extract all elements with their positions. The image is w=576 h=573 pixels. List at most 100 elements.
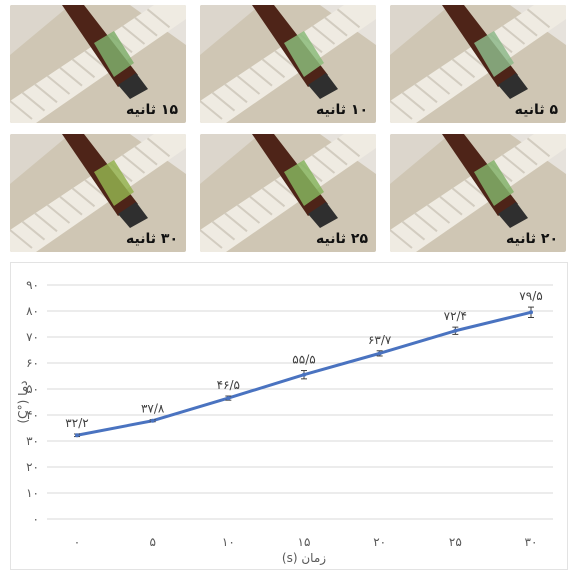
data-point <box>302 372 306 377</box>
fabric-weave <box>134 16 158 37</box>
fabric-weave <box>236 75 261 95</box>
photo-25s: ۲۵ ثانیه <box>200 134 376 252</box>
fabric-weave <box>224 212 248 233</box>
fabric-weave <box>501 154 526 174</box>
y-tick-label: ۹۰ <box>26 278 39 292</box>
fabric-weave <box>426 204 451 224</box>
data-label: ۶۳/۷ <box>368 333 392 347</box>
fabric-weave <box>200 100 223 120</box>
x-tick-label: ۳۰ <box>525 535 538 549</box>
fabric-weave <box>414 83 438 104</box>
fabric-weave <box>514 145 538 166</box>
fabric-weave <box>261 187 286 208</box>
fabric-weave <box>10 229 33 249</box>
fabric-weave <box>401 220 426 241</box>
data-point <box>150 418 155 423</box>
fabric-weave <box>451 187 476 208</box>
tube-cap <box>118 202 148 228</box>
tube-cap <box>498 202 528 228</box>
white-board-left <box>390 134 450 184</box>
x-tick-label: ۱۵ <box>298 535 311 549</box>
fabric-weave <box>10 100 33 120</box>
data-label: ۴۶/۵ <box>217 378 240 392</box>
white-board-left <box>200 134 260 184</box>
fabric-weave <box>336 8 361 29</box>
fabric-weave <box>121 154 146 174</box>
fabric-strip <box>200 134 376 252</box>
y-tick-label: ۵۰ <box>26 382 39 396</box>
y-tick-label: ۸۰ <box>26 304 39 318</box>
photo-caption: ۳۰ ثانیه <box>126 231 178 247</box>
data-label: ۷۹/۵ <box>519 289 542 303</box>
photo-20s: ۲۰ ثانیه <box>390 134 566 252</box>
photo-caption: ۱۵ ثانیه <box>126 102 178 118</box>
fabric-weave <box>46 75 71 95</box>
fabric-strip <box>390 5 566 123</box>
fabric-weave <box>34 83 58 104</box>
white-board-left <box>10 134 70 184</box>
white-board-left <box>390 5 450 55</box>
x-tick-label: ۵ <box>149 535 155 549</box>
photo-caption: ۵ ثانیه <box>514 102 558 118</box>
fabric-weave <box>34 212 58 233</box>
fabric-weave <box>84 179 108 199</box>
fabric-weave <box>336 137 361 158</box>
fabric-weave <box>526 8 551 29</box>
fabric-weave <box>236 204 261 224</box>
fabric-strip <box>390 134 566 252</box>
photo-caption: ۱۰ ثانیه <box>316 102 368 118</box>
fabric-weave <box>71 58 96 79</box>
experiment-photo <box>200 5 376 123</box>
data-label: ۷۲/۴ <box>444 309 467 323</box>
fabric-weave <box>261 58 286 79</box>
y-tick-label: ۲۰ <box>26 460 39 474</box>
fabric-strip <box>10 5 186 123</box>
fabric-weave <box>311 154 336 174</box>
fabric-strip <box>10 134 186 252</box>
fabric-weave <box>426 75 451 95</box>
fabric-weave <box>439 195 463 216</box>
experiment-photo <box>390 134 566 252</box>
y-tick-label: ۳۰ <box>26 434 39 448</box>
experiment-photo <box>390 5 566 123</box>
fabric-weave <box>311 25 336 45</box>
fabric-weave <box>59 195 83 216</box>
fabric-weave <box>401 91 426 112</box>
fabric-weave <box>71 187 96 208</box>
fabric-weave <box>514 16 538 37</box>
fabric-weave <box>134 145 158 166</box>
tube-cap <box>308 202 338 228</box>
fabric-weave <box>146 8 171 29</box>
photo-caption: ۲۰ ثانیه <box>506 231 558 247</box>
x-tick-label: ۱۰ <box>222 535 235 549</box>
data-point <box>377 351 382 356</box>
fabric-weave <box>146 137 171 158</box>
sample-patch <box>284 160 324 206</box>
data-point <box>226 396 231 401</box>
data-point <box>453 328 458 333</box>
tube-cap <box>498 73 528 99</box>
sample-patch <box>94 31 134 77</box>
photo-10s: ۱۰ ثانیه <box>200 5 376 123</box>
fabric-weave <box>526 137 551 158</box>
photo-30s: ۳۰ ثانیه <box>10 134 186 252</box>
y-tick-label: ۶۰ <box>26 356 39 370</box>
fabric-weave <box>249 195 273 216</box>
fabric-weave <box>274 179 298 199</box>
fabric-weave <box>390 229 413 249</box>
fabric-weave <box>390 100 413 120</box>
tube-cap <box>308 73 338 99</box>
fabric-weave <box>249 66 273 87</box>
y-tick-label: ۱۰ <box>26 486 39 500</box>
x-tick-label: ۲۰ <box>373 535 386 549</box>
fabric-weave <box>501 25 526 45</box>
experiment-photo <box>10 5 186 123</box>
fabric-weave <box>464 50 488 70</box>
fabric-weave <box>211 220 236 241</box>
data-label: ۳۲/۲ <box>65 416 88 430</box>
fabric-weave <box>324 16 348 37</box>
fabric-weave <box>59 66 83 87</box>
temperature-chart: ۰ ۱۰ ۲۰ ۳۰ ۴۰ ۵۰ ۶۰ ۷۰ ۸۰ ۹۰ ۰ ۵ ۱۰ ۱۵ ۲۰ ۲۵ ۳۰ زمان (s) د… <box>10 262 568 570</box>
x-tick-label: ۲۵ <box>449 535 462 549</box>
data-point <box>75 433 79 438</box>
